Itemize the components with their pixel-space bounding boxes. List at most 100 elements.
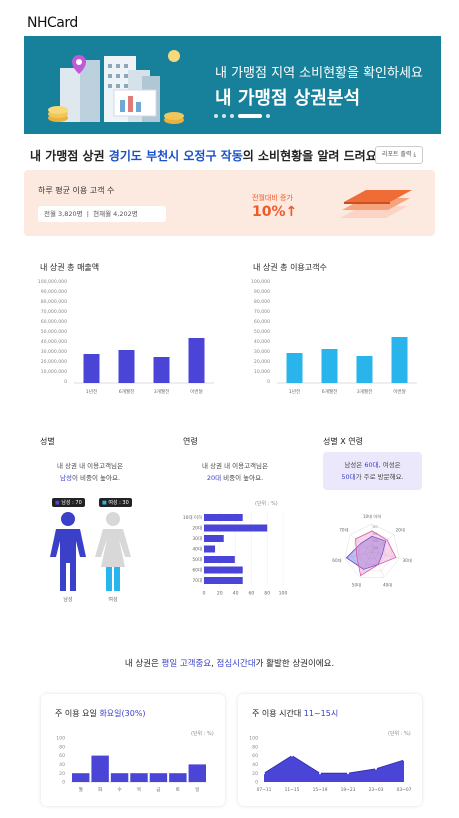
y-tick-label: 0 (255, 780, 258, 786)
x-tick-label: 1년전 (289, 388, 300, 395)
data-point (263, 772, 265, 775)
change-value: 10%↑ (252, 204, 298, 220)
male-figure-icon (50, 512, 86, 591)
gender-age-radar-chart: 10대 이하20대30대40대50대60대70대80604020 (332, 513, 412, 588)
y-tick-label: 40대 (192, 546, 202, 553)
bar (391, 337, 408, 383)
x-tick-label: 15~19 (313, 787, 328, 793)
area-fill (264, 755, 404, 782)
sales-bar-chart: 1년전 6개월전 3개월전 이번달 (74, 338, 214, 395)
banner-title: 내 가맹점 상권분석 (215, 88, 361, 109)
bar (188, 338, 205, 383)
y-tick-label: 100 (249, 736, 258, 742)
x-tick-label: 월 (79, 786, 83, 793)
change-label: 전월대비 증가 (252, 194, 293, 202)
data-point (403, 759, 405, 761)
y-tick-label: 40 (59, 762, 65, 768)
banner-line-1: 내 가맹점 지역 소비현황을 확인하세요 (215, 66, 423, 81)
x-tick-label: 80 (264, 591, 270, 597)
x-tick-label: 목 (137, 787, 141, 793)
male-label: 남성 (63, 597, 73, 603)
bar (204, 545, 216, 553)
radar-ring-label: 40 (373, 538, 378, 543)
bar (204, 524, 268, 532)
x-tick-label: 23~03 (369, 787, 384, 793)
radar-axis-label: 30대 (403, 557, 412, 564)
radar-ring (351, 530, 393, 572)
age-description: 내 상권 내 이용고객님은 20대 비중이 높아요. (202, 462, 268, 482)
timeband-card: 주 이용 시간대 11~15시 (단위 : %) 100 80 60 40 20 0 07~… (238, 694, 422, 806)
data-point (319, 772, 321, 775)
y-tick-label: 0 (62, 780, 65, 786)
x-tick-label: 03~07 (397, 787, 412, 793)
sales-chart-title: 내 상권 총 매출액 (40, 263, 100, 272)
weekday-bar-chart: 100 80 60 40 20 0 월 화 수 목 금 토 일 (56, 736, 207, 793)
daily-customers-card: 하루 평균 이용 고객 수 전월 3,820명 | 현재월 4,202명 전월대… (24, 170, 435, 236)
y-tick-label: 70대 (192, 577, 202, 584)
banner-pagination[interactable] (214, 114, 270, 118)
bar (130, 773, 148, 782)
data-point (347, 772, 349, 775)
radar-ring-label: 20 (373, 545, 378, 550)
radar-axis-label: 70대 (339, 527, 348, 534)
x-tick-label: 6개월전 (119, 388, 135, 395)
download-icon: ⤓ (413, 151, 417, 158)
radar-axis-label: 40대 (383, 581, 392, 588)
summary-text: 내 상권은 평일 고객중요, 점심시간대가 활발한 상권이에요. (124, 659, 335, 669)
report-print-button[interactable]: 리포트 출력 ⤓ (375, 146, 423, 164)
x-tick-label: 19~23 (341, 787, 356, 793)
hero-banner[interactable]: 내 가맹점 지역 소비현황을 확인하세요 내 가맹점 상권분석 (24, 36, 441, 134)
gender-title: 성별 (40, 437, 55, 446)
page-headline: 내 가맹점 상권 경기도 부천시 오정구 작동의 소비현황을 알려 드려요. (30, 149, 382, 163)
radar-spoke (371, 534, 395, 553)
x-tick-label: 토 (176, 787, 180, 793)
radar-series-2 (355, 530, 397, 577)
bar (91, 755, 109, 782)
x-tick-label: 100 (279, 591, 288, 597)
bar (204, 566, 243, 574)
radar-axis-label: 10대 이하 (363, 513, 381, 520)
y-tick-label: 60 (59, 753, 65, 759)
customers-chart-title: 내 상권 총 이용고객수 (253, 263, 327, 272)
bar (204, 514, 243, 521)
y-tick-label: 60 (252, 753, 258, 759)
x-tick-label: 40 (233, 591, 239, 597)
gender-age-callout (323, 452, 422, 490)
age-bar-chart: 0 20 40 60 80 100 10대 이하 20대 30대 40대 50대 60대 70대 (183, 512, 288, 597)
radar-axis-label: 60대 (332, 557, 341, 564)
female-figure-icon (95, 512, 131, 591)
y-tick-label: 100 (56, 736, 65, 742)
bar (72, 773, 90, 782)
bar (321, 349, 338, 383)
x-tick-label: 3개월전 (154, 388, 170, 395)
y-tick-label: 10대 이하 (183, 514, 202, 521)
customers-bar-chart: 1년전 6개월전 3개월전 이번달 (277, 337, 417, 395)
gender-age-description: 남성은 60대, 여성은 50대가 주로 방문해요. (341, 461, 404, 481)
x-tick-label: 화 (98, 787, 103, 793)
x-tick-label: 0 (203, 591, 206, 597)
gender-description: 내 상권 내 이용고객님은 남성이 비중이 높아요. (57, 462, 123, 482)
city-illustration-icon (48, 50, 184, 124)
y-tick-label: 40 (252, 762, 258, 768)
radar-spoke (371, 551, 400, 559)
radar-axis-label: 50대 (352, 581, 361, 588)
weekday-unit: (단위 : %) (191, 731, 214, 737)
radar-ring (364, 544, 380, 559)
x-tick-label: 이번달 (393, 388, 406, 395)
x-tick-label: 일 (195, 786, 199, 793)
x-tick-label: 60 (248, 591, 254, 597)
y-tick-label: 80 (59, 744, 65, 750)
x-tick-label: 금 (156, 787, 160, 793)
bar (149, 773, 168, 782)
area-line (263, 755, 405, 774)
x-tick-label: 6개월전 (322, 388, 338, 395)
x-tick-label: 3개월전 (357, 388, 373, 395)
y-tick-label: 20 (59, 771, 65, 777)
radar-spoke (344, 551, 373, 559)
radar-ring (358, 537, 386, 565)
x-tick-label: 20 (217, 591, 223, 597)
bar (204, 535, 224, 542)
y-tick-label: 60대 (192, 567, 202, 574)
y-tick-label: 80 (252, 744, 258, 750)
y-tick-label: 20 (252, 771, 258, 777)
